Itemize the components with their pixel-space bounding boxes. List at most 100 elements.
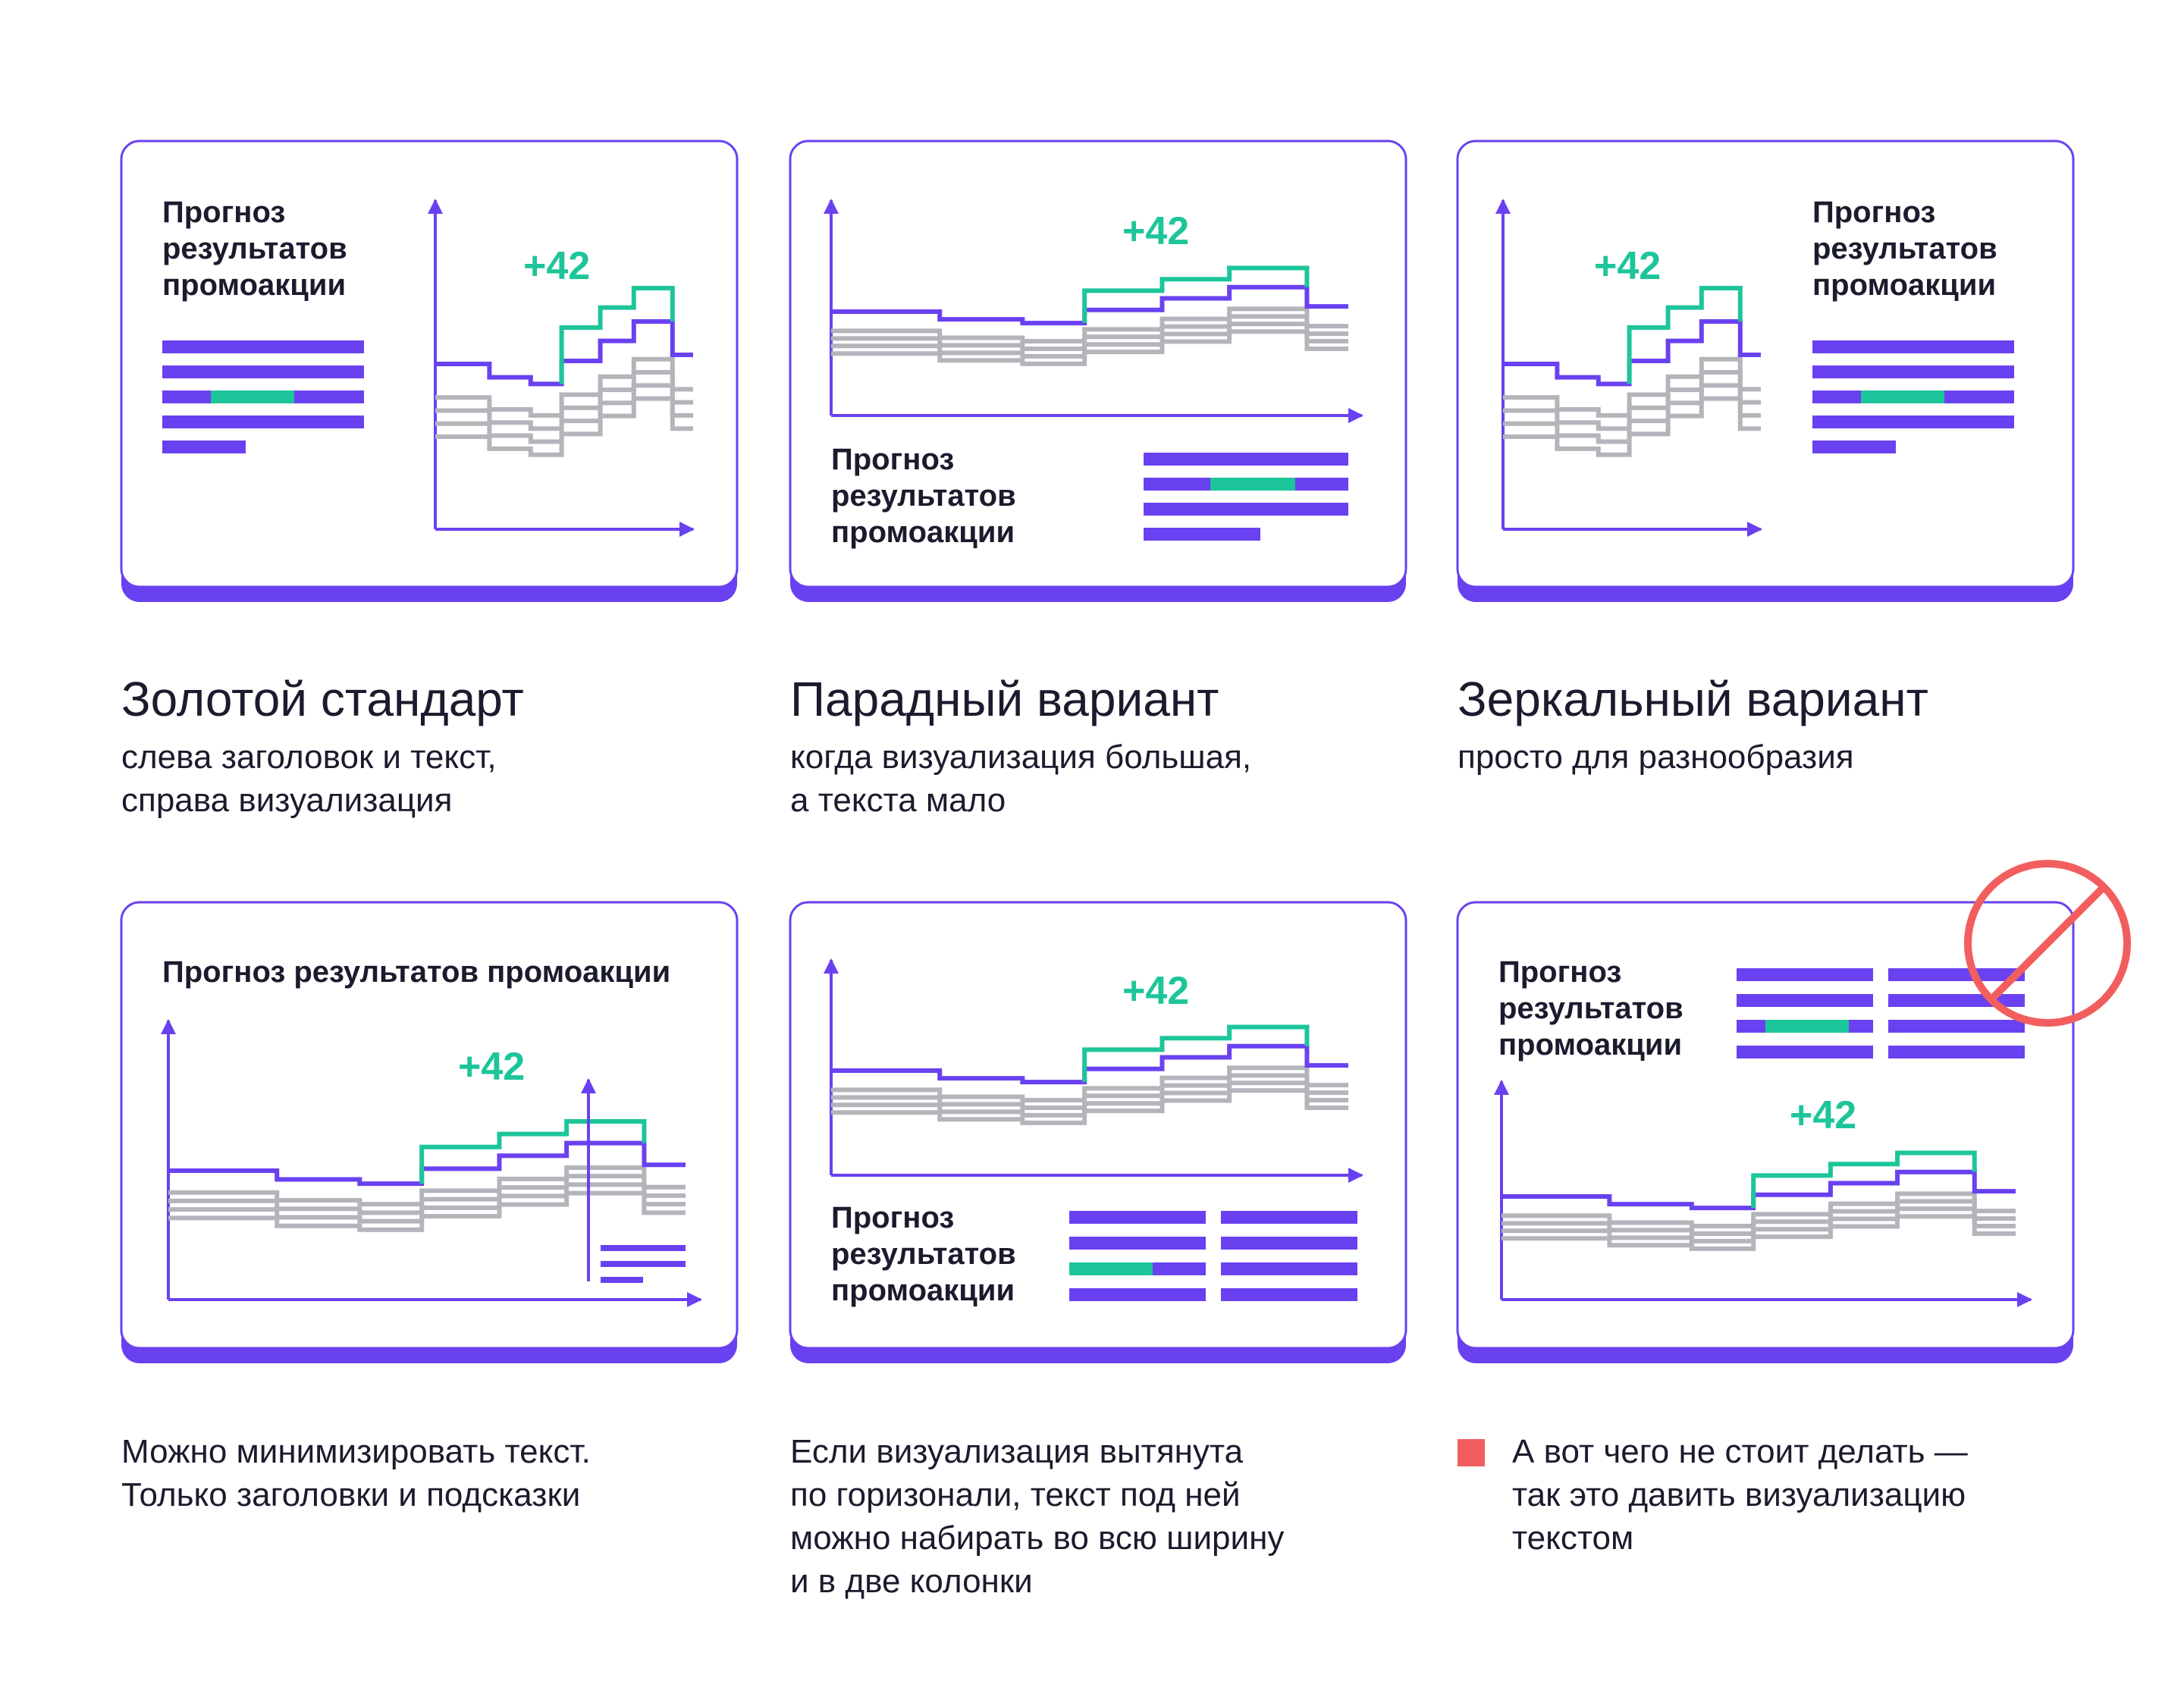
- prohibited-slash: [1988, 884, 2107, 1002]
- uplift-series-line: [1627, 286, 1743, 384]
- card-1-title: Прогноз результатов промоакции: [162, 196, 347, 302]
- baseline-series-line: [1503, 319, 1761, 387]
- text-placeholder-bar: [162, 416, 364, 428]
- gold-standard-caption: слева заголовок и текст, справа визуализ…: [121, 739, 497, 819]
- forecast-band-line: [831, 1065, 1348, 1103]
- hint-placeholder-bar: [601, 1245, 686, 1251]
- text-placeholder-bar: [162, 340, 364, 353]
- text-placeholder-bar: [1812, 416, 2014, 428]
- forecast-band-line: [1503, 356, 1761, 418]
- uplift-value-label: +42: [523, 244, 590, 288]
- forecast-band-line: [1502, 1191, 2016, 1229]
- forecast-band-line: [1503, 370, 1761, 431]
- red-square-icon: [1458, 1439, 1485, 1466]
- card-6-title: Прогноз результатов промоакции: [1498, 955, 1684, 1062]
- uplift-series-line: [1082, 1024, 1310, 1083]
- parade-heading: Парадный вариант: [790, 672, 1219, 726]
- forecast-band-line: [168, 1182, 686, 1224]
- forecast-band-line: [435, 356, 693, 418]
- text-placeholder-bar: [1144, 453, 1348, 466]
- highlight-placeholder-bar: [1765, 1020, 1849, 1033]
- gold-standard-heading: Золотой стандарт: [121, 672, 524, 726]
- forecast-band-line: [435, 396, 693, 457]
- parade-caption: когда визуализация большая, а текста мал…: [790, 739, 1252, 819]
- card-3-title: Прогноз результатов промоакции: [1812, 196, 1997, 302]
- text-placeholder-bar: [1888, 994, 2025, 1007]
- baseline-series-line: [435, 319, 693, 387]
- minimal-text-caption: Можно минимизировать текст. Только загол…: [121, 1433, 591, 1513]
- mirror-heading: Зеркальный вариант: [1458, 672, 1928, 726]
- card-4-title: Прогноз результатов промоакции: [162, 955, 671, 989]
- uplift-value-label: +42: [1594, 244, 1661, 288]
- text-placeholder-bar: [1737, 968, 1873, 981]
- card-frame: [789, 140, 1407, 588]
- card-frame: [1456, 140, 2075, 588]
- text-placeholder-bar: [1812, 365, 2014, 378]
- baseline-series-line: [831, 284, 1348, 326]
- forecast-band-line: [1502, 1214, 2016, 1251]
- text-placeholder-bar: [1888, 968, 2025, 981]
- text-placeholder-bar: [1888, 1020, 2025, 1033]
- text-placeholder-bar: [1888, 1046, 2025, 1058]
- text-placeholder-bar: [1069, 1211, 1206, 1224]
- forecast-band-line: [1503, 396, 1761, 457]
- uplift-value-label: +42: [1790, 1093, 1856, 1137]
- hint-placeholder-bar: [601, 1261, 686, 1267]
- forecast-band-line: [435, 383, 693, 444]
- prohibited-circle: [1964, 860, 2131, 1027]
- forecast-band-line: [1502, 1206, 2016, 1243]
- uplift-value-label: +42: [1122, 209, 1189, 253]
- text-placeholder-bar: [1221, 1237, 1357, 1250]
- forecast-band-line: [831, 306, 1348, 344]
- mirror-caption: просто для разнообразия: [1458, 739, 1854, 776]
- forecast-band-line: [435, 370, 693, 431]
- card-4: +42: [120, 901, 739, 1363]
- uplift-series-line: [1082, 265, 1310, 324]
- forecast-band-line: [831, 321, 1348, 359]
- uplift-series-line: [419, 1119, 647, 1184]
- forecast-band-line: [168, 1190, 686, 1232]
- horizontal-caption: Если визуализация вытянута по горизонали…: [790, 1433, 1285, 1600]
- forecast-band-line: [168, 1174, 686, 1215]
- text-placeholder-bar: [1221, 1288, 1357, 1301]
- highlight-placeholder-bar: [1069, 1262, 1153, 1275]
- text-placeholder-bar: [162, 441, 246, 453]
- text-placeholder-bar: [1737, 994, 1873, 1007]
- dont-do-caption: А вот чего не стоит делать — так это дав…: [1512, 1433, 1968, 1557]
- text-placeholder-bar: [1812, 441, 1896, 453]
- baseline-series-line: [1502, 1169, 2016, 1211]
- text-placeholder-bar: [1069, 1237, 1206, 1250]
- uplift-series-line: [559, 286, 675, 384]
- text-placeholder-bar: [1144, 503, 1348, 516]
- card-2: +42: [789, 140, 1407, 602]
- forecast-band-line: [831, 1080, 1348, 1118]
- forecast-band-line: [831, 1073, 1348, 1110]
- uplift-value-label: +42: [1122, 969, 1189, 1013]
- text-placeholder-bar: [1221, 1211, 1357, 1224]
- card-1: +42: [120, 140, 739, 602]
- card-2-title: Прогноз результатов промоакции: [831, 443, 1016, 549]
- card-frame: [120, 901, 739, 1350]
- text-placeholder-bar: [1144, 528, 1260, 541]
- forecast-band-line: [1502, 1199, 2016, 1236]
- uplift-value-label: +42: [458, 1045, 525, 1089]
- card-frame: [120, 140, 739, 588]
- text-placeholder-bar: [1812, 340, 2014, 353]
- forecast-band-line: [168, 1165, 686, 1207]
- highlight-placeholder-bar: [1210, 478, 1295, 491]
- prohibited-icon: [1964, 860, 2131, 1027]
- text-placeholder-bar: [162, 365, 364, 378]
- text-placeholder-bar: [1221, 1262, 1357, 1275]
- card-5-title: Прогноз результатов промоакции: [831, 1201, 1016, 1307]
- forecast-band-line: [1503, 383, 1761, 444]
- text-placeholder-bar: [1737, 1046, 1873, 1058]
- forecast-band-line: [831, 329, 1348, 366]
- baseline-series-line: [168, 1140, 686, 1187]
- hint-placeholder-bar: [601, 1277, 643, 1283]
- forecast-band-line: [831, 1088, 1348, 1125]
- forecast-band-line: [831, 314, 1348, 351]
- uplift-series-line: [1751, 1150, 1977, 1209]
- highlight-placeholder-bar: [211, 390, 294, 403]
- card-3: +42: [1456, 140, 2075, 602]
